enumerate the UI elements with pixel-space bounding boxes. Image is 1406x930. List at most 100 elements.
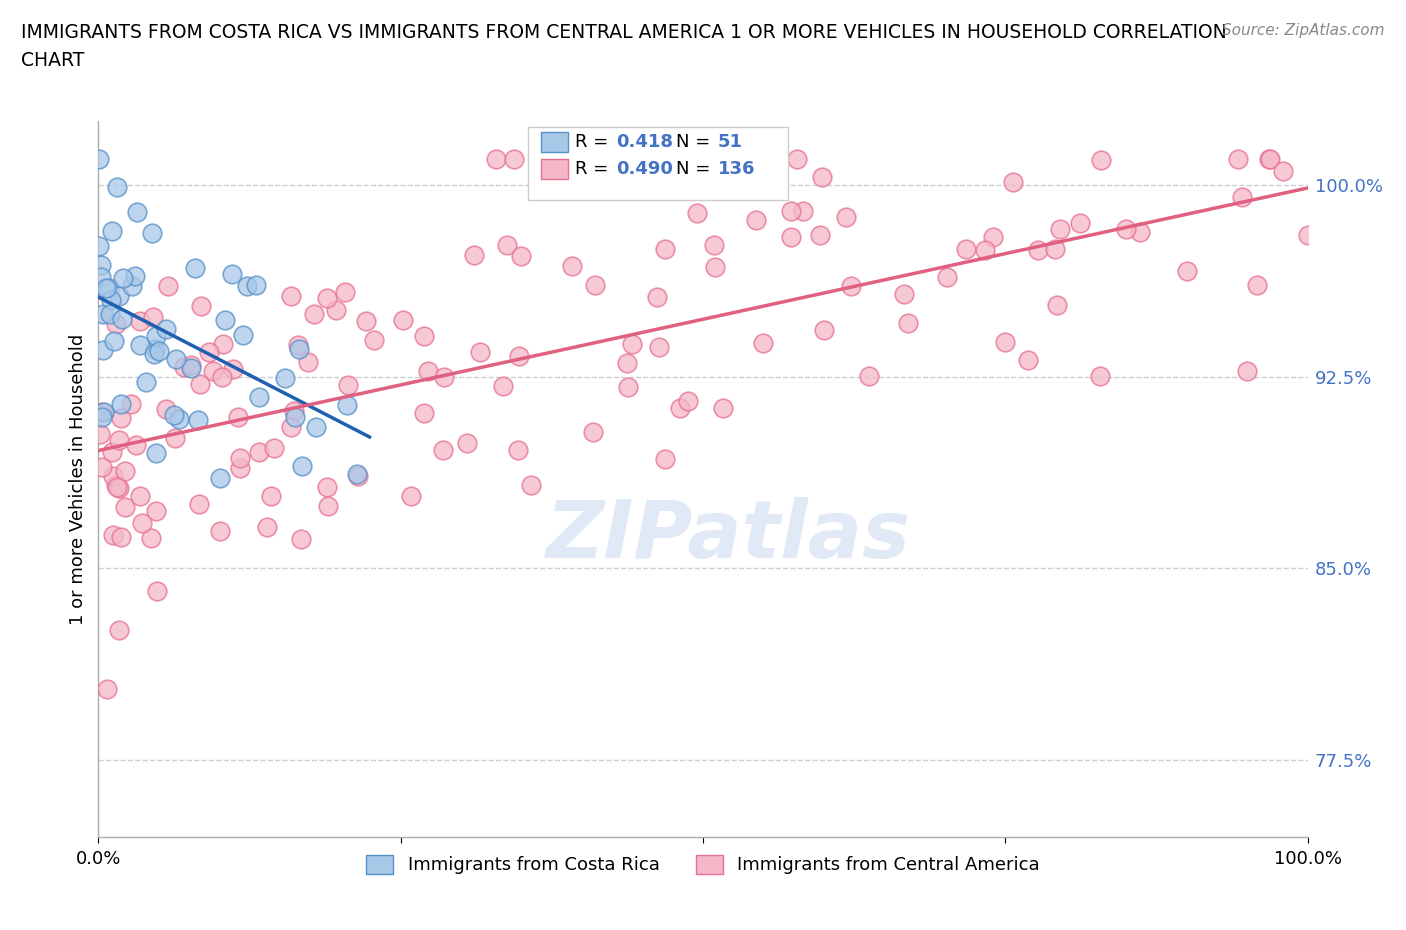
- Point: [981, 230, 1004, 245]
- Point: [103, 334, 125, 349]
- Point: [363, 332, 385, 347]
- Point: [141, 225, 163, 240]
- Point: [1045, 298, 1067, 312]
- Point: [676, 393, 699, 408]
- Point: [1017, 352, 1039, 367]
- Point: [91, 460, 114, 475]
- Point: [297, 354, 319, 369]
- Point: [87, 152, 110, 166]
- Point: [347, 469, 370, 484]
- Point: [87, 239, 110, 254]
- Text: 0.490: 0.490: [616, 160, 673, 178]
- FancyBboxPatch shape: [541, 159, 568, 179]
- Point: [745, 212, 768, 227]
- Point: [259, 489, 281, 504]
- Point: [654, 242, 676, 257]
- Point: [561, 259, 583, 273]
- Point: [211, 370, 233, 385]
- Point: [813, 323, 835, 338]
- Point: [354, 313, 377, 328]
- Point: [146, 583, 169, 598]
- Point: [190, 299, 212, 313]
- Point: [128, 313, 150, 328]
- Point: [120, 396, 142, 411]
- Point: [470, 345, 492, 360]
- Point: [897, 315, 920, 330]
- Point: [519, 477, 541, 492]
- Point: [336, 378, 359, 392]
- Point: [456, 435, 478, 450]
- Point: [125, 438, 148, 453]
- Point: [105, 179, 128, 194]
- Text: R =: R =: [575, 133, 614, 151]
- Point: [416, 364, 439, 379]
- Point: [98, 307, 121, 322]
- Point: [188, 497, 211, 512]
- Point: [1272, 164, 1295, 179]
- Point: [291, 459, 314, 474]
- Point: [616, 355, 638, 370]
- FancyBboxPatch shape: [541, 132, 568, 152]
- Point: [582, 424, 605, 439]
- Point: [280, 419, 302, 434]
- Point: [93, 405, 115, 419]
- Point: [91, 405, 114, 419]
- Point: [1129, 225, 1152, 240]
- Point: [209, 523, 232, 538]
- Point: [128, 338, 150, 352]
- Point: [858, 369, 880, 384]
- Point: [1049, 221, 1071, 236]
- Point: [235, 279, 257, 294]
- Point: [1026, 243, 1049, 258]
- Point: [110, 410, 132, 425]
- Point: [110, 396, 132, 411]
- Point: [121, 278, 143, 293]
- Point: [1226, 152, 1249, 166]
- Point: [835, 209, 858, 224]
- Point: [1236, 363, 1258, 378]
- Point: [180, 357, 202, 372]
- Point: [155, 401, 177, 416]
- Point: [508, 443, 530, 458]
- FancyBboxPatch shape: [527, 126, 787, 200]
- Point: [316, 498, 339, 513]
- Point: [129, 488, 152, 503]
- Point: [135, 375, 157, 390]
- Point: [90, 409, 112, 424]
- Point: [90, 270, 112, 285]
- Point: [98, 281, 121, 296]
- Point: [108, 622, 131, 637]
- Point: [114, 463, 136, 478]
- Point: [155, 322, 177, 337]
- Point: [283, 404, 305, 418]
- Point: [163, 408, 186, 423]
- Point: [163, 431, 186, 445]
- Text: Source: ZipAtlas.com: Source: ZipAtlas.com: [1222, 23, 1385, 38]
- Point: [955, 242, 977, 257]
- Point: [274, 370, 297, 385]
- Point: [936, 270, 959, 285]
- Point: [485, 152, 508, 166]
- Point: [232, 327, 254, 342]
- Point: [247, 445, 270, 459]
- Point: [335, 285, 357, 299]
- Point: [808, 227, 831, 242]
- Point: [173, 359, 195, 374]
- Point: [288, 341, 311, 356]
- Point: [283, 410, 305, 425]
- Point: [105, 478, 128, 493]
- Point: [108, 480, 131, 495]
- Point: [316, 291, 339, 306]
- Point: [139, 531, 162, 546]
- Point: [287, 338, 309, 352]
- Point: [165, 352, 187, 366]
- Point: [91, 307, 114, 322]
- Point: [346, 467, 368, 482]
- Point: [496, 237, 519, 252]
- Point: [1088, 368, 1111, 383]
- Point: [413, 406, 436, 421]
- Point: [654, 452, 676, 467]
- Point: [247, 390, 270, 405]
- Point: [89, 426, 111, 441]
- Point: [502, 152, 524, 166]
